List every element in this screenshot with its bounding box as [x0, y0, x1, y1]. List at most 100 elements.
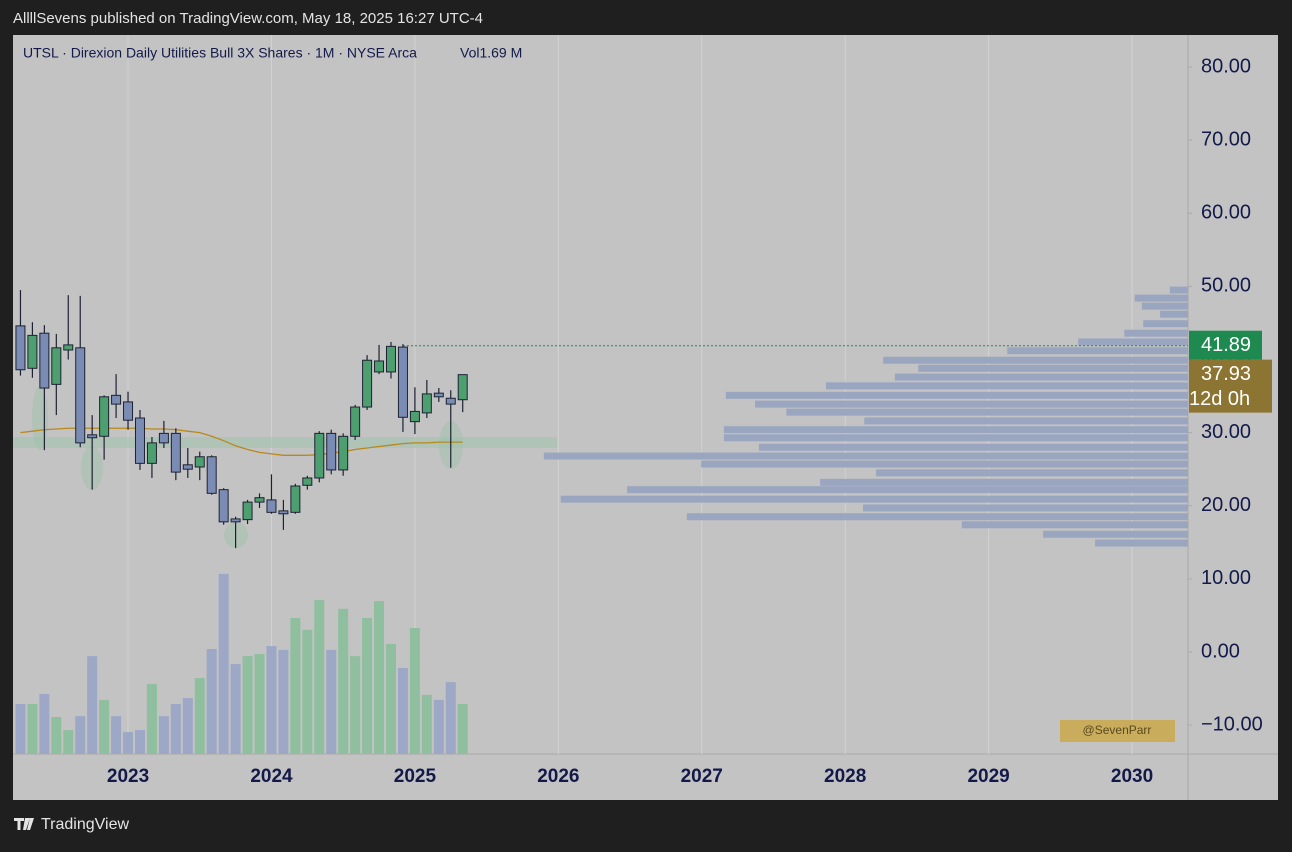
volume-bar	[194, 678, 205, 754]
candle-body	[218, 489, 229, 523]
candle-body	[39, 332, 50, 389]
volume-profile-bar	[627, 486, 1188, 494]
volume-bar	[146, 683, 157, 754]
candle-body	[242, 501, 253, 521]
volume-profile-bar	[1078, 338, 1188, 346]
candle-body	[194, 456, 205, 468]
volume-bar	[314, 599, 325, 754]
volume-profile-bar	[543, 452, 1188, 460]
x-tick-label: 2030	[1111, 766, 1153, 787]
volume-profile-bar	[1007, 347, 1188, 355]
volume-bar	[374, 601, 385, 754]
volume-bar	[421, 694, 432, 754]
volume-bar	[27, 704, 38, 754]
candle-body	[338, 435, 349, 471]
volume-profile-bar	[883, 356, 1188, 364]
candle-body	[350, 406, 361, 437]
plot	[127, 35, 1192, 754]
volume-bar	[218, 573, 229, 754]
candle-body	[254, 497, 265, 503]
candle-body	[170, 432, 181, 473]
candle-body	[158, 432, 169, 444]
x-tick-label: 2025	[394, 766, 437, 787]
volume-profile-bar	[863, 504, 1188, 512]
volume-bar	[99, 699, 110, 754]
volume-profile-bar	[755, 400, 1188, 408]
candle-body	[182, 464, 193, 470]
candle-body	[51, 347, 62, 385]
volume-profile-bar	[961, 521, 1188, 529]
volume-bar	[350, 656, 361, 754]
y-tick-label: 80.00	[1201, 55, 1251, 77]
volume-bar	[51, 717, 62, 754]
y-tick-label: 20.00	[1201, 494, 1251, 516]
candle-body	[134, 417, 145, 464]
candle-body	[457, 374, 468, 401]
candle-body	[409, 410, 420, 423]
volume-bar	[123, 732, 134, 754]
candle-body	[374, 360, 385, 373]
moving-average	[20, 427, 463, 456]
volume-bar	[433, 699, 444, 754]
volume-profile-bar	[1160, 310, 1188, 318]
y-tick-label: 50.00	[1201, 275, 1251, 297]
volume-bar	[338, 608, 349, 754]
y-tick-label: 70.00	[1201, 128, 1251, 150]
candle-body	[230, 518, 241, 523]
volume-profile-bar	[560, 495, 1188, 503]
volume-bar	[63, 730, 74, 754]
candle-body	[266, 499, 277, 513]
countdown-label: 12d 0h	[1189, 388, 1250, 410]
candle-body	[146, 442, 157, 464]
x-tick-label: 2023	[107, 766, 149, 787]
volume-bar	[87, 656, 98, 754]
volume-bar	[230, 664, 241, 754]
candle-body	[27, 334, 38, 369]
marks	[15, 290, 1188, 754]
volume-profile-bar	[825, 382, 1188, 390]
volume-bar	[242, 656, 253, 754]
x-tick-label: 2028	[824, 766, 866, 787]
volume-legend: Vol1.69 M	[460, 45, 522, 61]
last-price-box	[1189, 359, 1272, 413]
volume-bar	[362, 617, 373, 754]
volume-profile-bar	[894, 373, 1188, 381]
volume-bar	[134, 730, 145, 754]
volume-profile-bar	[786, 408, 1188, 416]
volume-profile-bar	[918, 364, 1188, 372]
volume-bar	[266, 646, 277, 754]
volume-bar	[206, 649, 217, 754]
candle-body	[302, 477, 313, 486]
candle-body	[314, 432, 325, 479]
candle-body	[123, 401, 134, 421]
x-tick-label: 2029	[967, 766, 1009, 787]
y-tick-label: 30.00	[1201, 421, 1251, 443]
volume-bar	[302, 629, 313, 754]
volume-bar	[170, 704, 181, 754]
volume-profile-bar	[725, 391, 1188, 399]
candle-body	[385, 345, 396, 373]
candle-body	[206, 456, 217, 494]
y-tick-label: 10.00	[1201, 567, 1251, 589]
candle-body	[445, 397, 456, 405]
footer-brand: TradingView	[41, 816, 129, 833]
x-tick-label: 2024	[250, 766, 293, 787]
volume-profile-bar	[1143, 320, 1188, 328]
candle-body	[75, 347, 86, 444]
highlight	[32, 386, 48, 450]
x-tick-label: 2026	[537, 766, 579, 787]
volume-profile-bar	[820, 478, 1188, 486]
volume-profile-bar	[723, 426, 1188, 434]
volume-profile-bar	[686, 513, 1188, 521]
volume-profile-bar	[1169, 286, 1188, 294]
volume-bar	[278, 649, 289, 754]
y-tick-label: −10.00	[1201, 713, 1263, 735]
watermark-box	[1060, 720, 1175, 742]
candle-body	[278, 510, 289, 515]
y-tick-label: 60.00	[1201, 202, 1251, 224]
volume-bar	[397, 667, 408, 754]
y-tick-label: 0.00	[1201, 640, 1240, 662]
support-zone	[13, 437, 557, 448]
volume-bar	[15, 704, 26, 754]
